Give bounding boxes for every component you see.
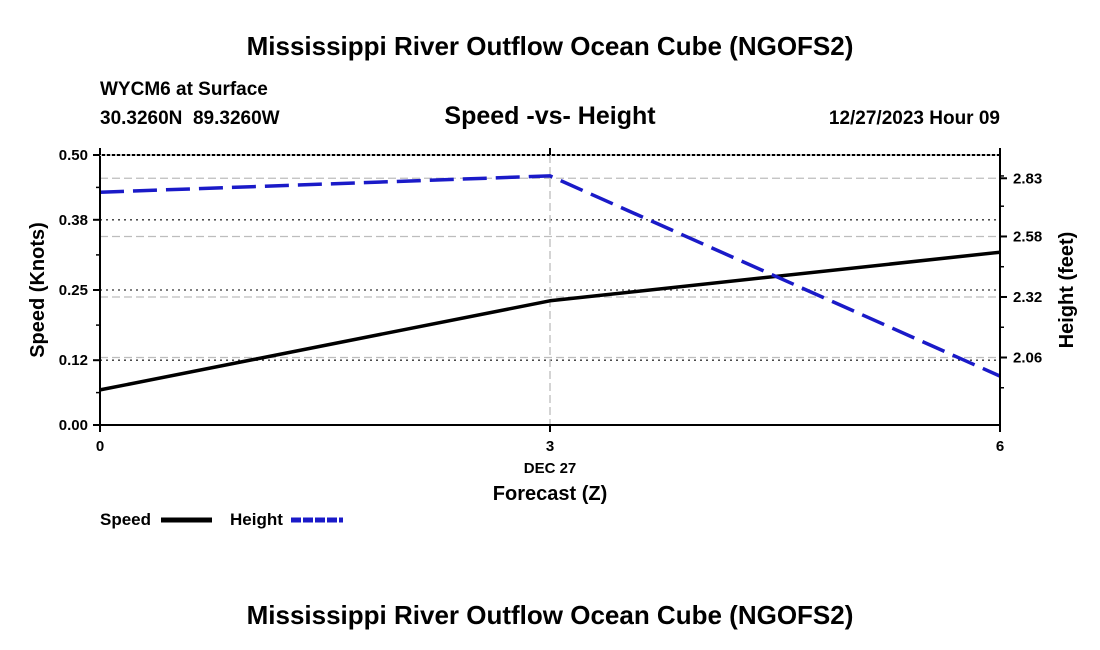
- legend-label-speed: Speed: [100, 510, 151, 529]
- right-tick-label: 2.32: [1013, 289, 1042, 306]
- footer-title: Mississippi River Outflow Ocean Cube (NG…: [247, 600, 854, 630]
- page-title: Mississippi River Outflow Ocean Cube (NG…: [247, 31, 854, 61]
- x-tick-label: 3: [546, 438, 554, 455]
- right-tick-label: 2.83: [1013, 170, 1042, 187]
- left-axis-label: Speed (Knots): [27, 222, 49, 358]
- left-tick-label: 0.38: [59, 212, 88, 229]
- grid-lines: [100, 155, 1000, 425]
- series-line-speed: [99, 250, 1001, 392]
- legend: Speed Height: [100, 510, 343, 529]
- right-tick-label: 2.06: [1013, 350, 1042, 367]
- station-coords: 30.3260N 89.3260W: [100, 108, 280, 129]
- right-axis: 2.06 2.32 2.58 2.83: [1000, 170, 1042, 389]
- station-name: WYCM6 at Surface: [100, 79, 268, 100]
- x-tick-label: 6: [996, 438, 1004, 455]
- left-tick-label: 0.25: [59, 282, 88, 299]
- left-tick-label: 0.50: [59, 147, 88, 164]
- series-lines: [99, 174, 1001, 392]
- forecast-timestamp: 12/27/2023 Hour 09: [829, 108, 1000, 129]
- left-axis: 0.00 0.12 0.25 0.38 0.50: [59, 147, 100, 434]
- legend-label-height: Height: [230, 510, 283, 529]
- chart-title: Speed -vs- Height: [444, 102, 656, 130]
- x-axis-label: Forecast (Z): [493, 483, 607, 505]
- left-tick-label: 0.00: [59, 417, 88, 434]
- left-tick-label: 0.12: [59, 352, 88, 369]
- right-axis-label: Height (feet): [1056, 232, 1078, 349]
- series-line-height: [99, 174, 1001, 378]
- x-date-label: DEC 27: [524, 460, 577, 477]
- right-tick-label: 2.58: [1013, 228, 1042, 245]
- x-tick-label: 0: [96, 438, 104, 455]
- x-axis: 0 3 6: [96, 148, 1004, 455]
